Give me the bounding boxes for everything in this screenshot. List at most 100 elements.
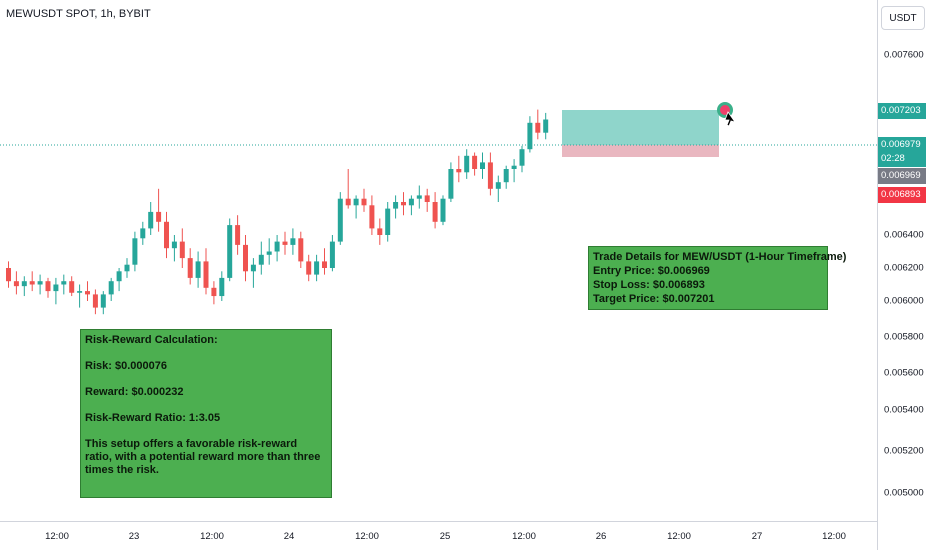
candle[interactable] <box>329 235 335 272</box>
candle[interactable] <box>92 289 98 315</box>
candle[interactable] <box>440 195 446 226</box>
candle[interactable] <box>487 152 493 196</box>
candle[interactable] <box>250 258 256 288</box>
candle-body <box>108 281 114 295</box>
candle[interactable] <box>377 218 383 245</box>
time-axis[interactable]: 12:00 23 12:00 24 12:00 25 12:00 26 12:0… <box>0 521 877 551</box>
candle[interactable] <box>448 162 454 202</box>
risk-reward-box[interactable]: Risk-Reward Calculation: Risk: $0.000076… <box>80 329 332 498</box>
candle[interactable] <box>322 248 327 275</box>
candle-body <box>298 238 304 262</box>
candle[interactable] <box>353 195 359 219</box>
candle-body <box>250 264 256 272</box>
candle[interactable] <box>21 276 27 297</box>
candle-body <box>314 261 320 275</box>
candle[interactable] <box>495 175 501 202</box>
candle-body <box>100 294 106 308</box>
candle[interactable] <box>535 109 541 140</box>
candle[interactable] <box>519 145 525 173</box>
candle[interactable] <box>211 281 217 305</box>
candle[interactable] <box>140 221 146 245</box>
candle-body <box>266 251 272 255</box>
candle-body <box>306 261 312 275</box>
candle[interactable] <box>266 238 272 265</box>
candle-body <box>361 198 367 206</box>
time-label: 12:00 <box>667 531 691 542</box>
currency-button[interactable]: USDT <box>881 6 925 30</box>
candle[interactable] <box>472 152 478 176</box>
candle[interactable] <box>171 235 177 262</box>
candle[interactable] <box>124 258 130 278</box>
candle[interactable] <box>85 281 90 301</box>
candle-body <box>495 182 501 189</box>
candle[interactable] <box>29 271 35 292</box>
candle[interactable] <box>37 274 43 295</box>
candle[interactable] <box>227 218 233 282</box>
candle[interactable] <box>416 185 422 209</box>
candle[interactable] <box>77 284 83 308</box>
candle[interactable] <box>219 271 225 301</box>
candle[interactable] <box>45 277 51 298</box>
candle-body <box>13 281 19 287</box>
price-axis[interactable]: 0.007600 0.006400 0.006200 0.006000 0.00… <box>877 0 932 550</box>
candle[interactable] <box>274 235 280 262</box>
candle[interactable] <box>69 276 75 297</box>
last-price-tag: 0.006979 <box>878 137 926 153</box>
candle[interactable] <box>369 195 375 235</box>
candle-body <box>116 271 122 282</box>
candle[interactable] <box>503 165 509 189</box>
candle[interactable] <box>156 188 162 232</box>
candle[interactable] <box>456 155 462 183</box>
candle[interactable] <box>337 192 343 245</box>
candle[interactable] <box>393 195 399 219</box>
candle[interactable] <box>132 231 138 272</box>
candle[interactable] <box>164 211 169 259</box>
time-label: 12:00 <box>822 531 846 542</box>
candle[interactable] <box>361 188 367 212</box>
candle[interactable] <box>401 192 406 216</box>
candle[interactable] <box>61 274 67 295</box>
candle[interactable] <box>543 112 549 140</box>
candle[interactable] <box>116 268 122 292</box>
candle[interactable] <box>480 152 485 179</box>
candle[interactable] <box>385 202 391 242</box>
symbol-title[interactable]: MEWUSDT SPOT, 1h, BYBIT <box>6 8 151 20</box>
candle[interactable] <box>424 188 430 212</box>
plot-area[interactable]: MEWUSDT SPOT, 1h, BYBIT Trade Details fo… <box>0 0 877 521</box>
candle[interactable] <box>511 159 517 183</box>
candle-body <box>472 155 478 169</box>
candle[interactable] <box>306 254 312 282</box>
candle[interactable] <box>13 271 19 295</box>
candle[interactable] <box>108 277 114 301</box>
candle[interactable] <box>282 231 288 255</box>
candle-body <box>227 225 233 278</box>
candle[interactable] <box>195 251 201 288</box>
candle[interactable] <box>290 228 296 255</box>
candle[interactable] <box>100 291 106 315</box>
candle-body <box>235 225 241 245</box>
candle[interactable] <box>235 215 241 255</box>
candle[interactable] <box>527 116 533 153</box>
candle[interactable] <box>243 235 248 282</box>
candle[interactable] <box>258 241 264 275</box>
candle-body <box>543 119 549 133</box>
candle[interactable] <box>298 231 304 268</box>
candle[interactable] <box>53 277 59 305</box>
target-zone[interactable] <box>562 110 719 145</box>
candle[interactable] <box>464 149 470 179</box>
candle-body <box>282 241 288 245</box>
candle[interactable] <box>148 202 154 235</box>
candlestick-chart[interactable] <box>0 0 877 521</box>
candle[interactable] <box>6 261 11 288</box>
candle[interactable] <box>203 248 209 295</box>
candle[interactable] <box>432 192 438 229</box>
stop-zone[interactable] <box>562 145 719 157</box>
candle[interactable] <box>314 254 320 282</box>
candle[interactable] <box>408 195 414 216</box>
candle[interactable] <box>179 228 185 268</box>
candle-body <box>274 241 280 252</box>
candle[interactable] <box>187 248 193 285</box>
candle[interactable] <box>345 169 351 209</box>
trade-details-box[interactable]: Trade Details for MEW/USDT (1-Hour Timef… <box>588 246 846 310</box>
